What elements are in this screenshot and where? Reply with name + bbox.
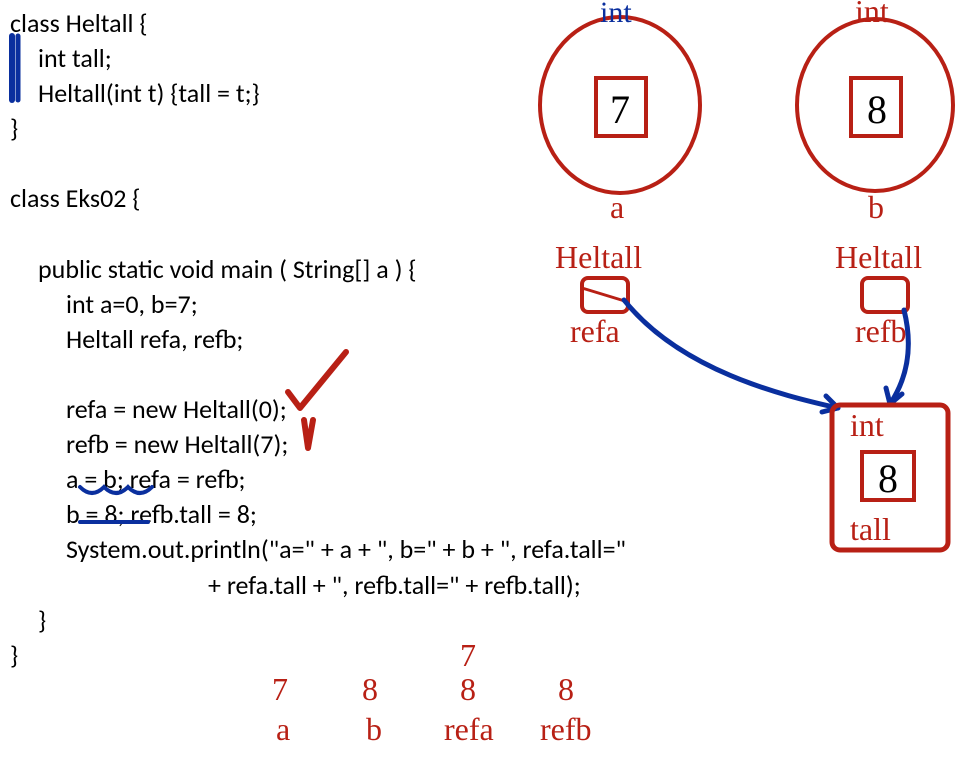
ref-box-right (862, 278, 908, 312)
bottom-label-a: a (276, 711, 290, 747)
value-box-b (851, 78, 901, 136)
bottom-val-a: 7 (272, 671, 288, 707)
bottom-label-refb: refb (540, 711, 592, 747)
label-b: b (868, 189, 884, 225)
code-line: } (10, 112, 18, 144)
bottom-val-b: 8 (362, 671, 378, 707)
code-line: Heltall refa, refb; (10, 322, 626, 357)
code-line: refb = new Heltall(7); (10, 427, 626, 462)
code-line: + refa.tall + ", refb.tall=" + refb.tall… (10, 568, 626, 603)
bottom-val-refa: 8 (460, 671, 476, 707)
code-line: System.out.println("a=" + a + ", b=" + b… (10, 532, 626, 567)
code-line: } (10, 603, 626, 638)
label-int-b: int (855, 0, 889, 29)
bottom-val-refb: 8 (558, 671, 574, 707)
heltall-object-box (832, 405, 948, 550)
code-line: public static void main ( String[] a ) { (10, 252, 626, 287)
obj-value: 8 (878, 456, 898, 501)
code-block: class Heltall { int tall; Heltall(int t)… (10, 6, 626, 673)
code-line: refa = new Heltall(0); (10, 392, 626, 427)
bottom-label-refa: refa (444, 711, 494, 747)
code-line: b = 8; refb.tall = 8; (10, 497, 626, 532)
pointer-arrow-refa (624, 300, 838, 408)
code-line: class Heltall { (10, 7, 148, 39)
code-line: int a=0, b=7; (10, 287, 626, 322)
bottom-label-b: b (366, 711, 382, 747)
obj-int-label: int (850, 407, 884, 443)
obj-inner-box (862, 452, 914, 500)
heltall-label-right: Heltall (835, 239, 922, 275)
object-circle-b (797, 19, 953, 191)
code-line: } (10, 639, 18, 671)
code-line: int tall; (10, 41, 626, 76)
code-line: a = b; refa = refb; (10, 462, 626, 497)
refb-label: refb (855, 313, 907, 349)
pointer-arrow-refb (890, 310, 908, 404)
code-line: Heltall(int t) {tall = t;} (10, 76, 626, 111)
obj-tall-label: tall (850, 511, 891, 547)
value-b: 8 (867, 87, 887, 132)
code-line: class Eks02 { (10, 182, 140, 214)
